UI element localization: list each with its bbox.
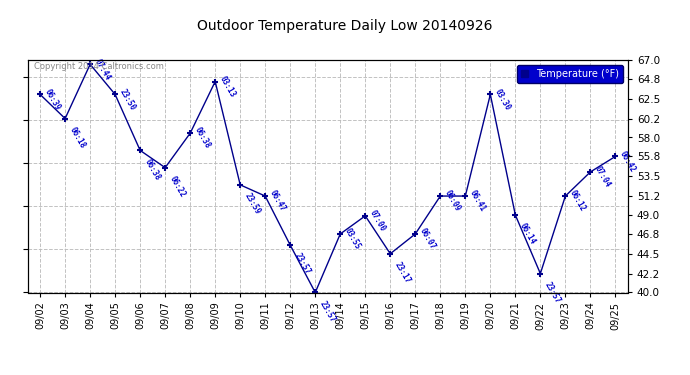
Text: 23:57: 23:57 (543, 280, 562, 305)
Text: 06:39: 06:39 (43, 87, 62, 112)
Text: 03:13: 03:13 (218, 74, 237, 99)
Text: 06:38: 06:38 (193, 126, 213, 150)
Text: 06:18: 06:18 (68, 125, 87, 150)
Text: 06:22: 06:22 (168, 174, 187, 199)
Text: 07:44: 07:44 (93, 57, 112, 81)
Legend: Temperature (°F): Temperature (°F) (517, 65, 623, 82)
Text: 07:00: 07:00 (368, 209, 387, 233)
Text: 03:30: 03:30 (493, 87, 513, 112)
Text: 03:55: 03:55 (343, 226, 362, 251)
Text: Outdoor Temperature Daily Low 20140926: Outdoor Temperature Daily Low 20140926 (197, 19, 493, 33)
Text: 23:57: 23:57 (318, 299, 337, 324)
Text: Copyright 2014 Caltronics.com: Copyright 2014 Caltronics.com (34, 62, 164, 71)
Text: 23:59: 23:59 (243, 192, 262, 216)
Text: 06:42: 06:42 (618, 149, 638, 174)
Text: 06:47: 06:47 (268, 189, 287, 213)
Text: 23:50: 23:50 (118, 87, 137, 112)
Text: 23:17: 23:17 (393, 260, 413, 285)
Text: 06:38: 06:38 (143, 157, 162, 182)
Text: 07:04: 07:04 (593, 165, 613, 189)
Text: 06:41: 06:41 (468, 189, 487, 213)
Text: 06:07: 06:07 (418, 226, 437, 251)
Text: 06:14: 06:14 (518, 222, 538, 246)
Text: 23:57: 23:57 (293, 252, 313, 276)
Text: 06:12: 06:12 (568, 189, 587, 213)
Text: 06:09: 06:09 (443, 189, 462, 213)
